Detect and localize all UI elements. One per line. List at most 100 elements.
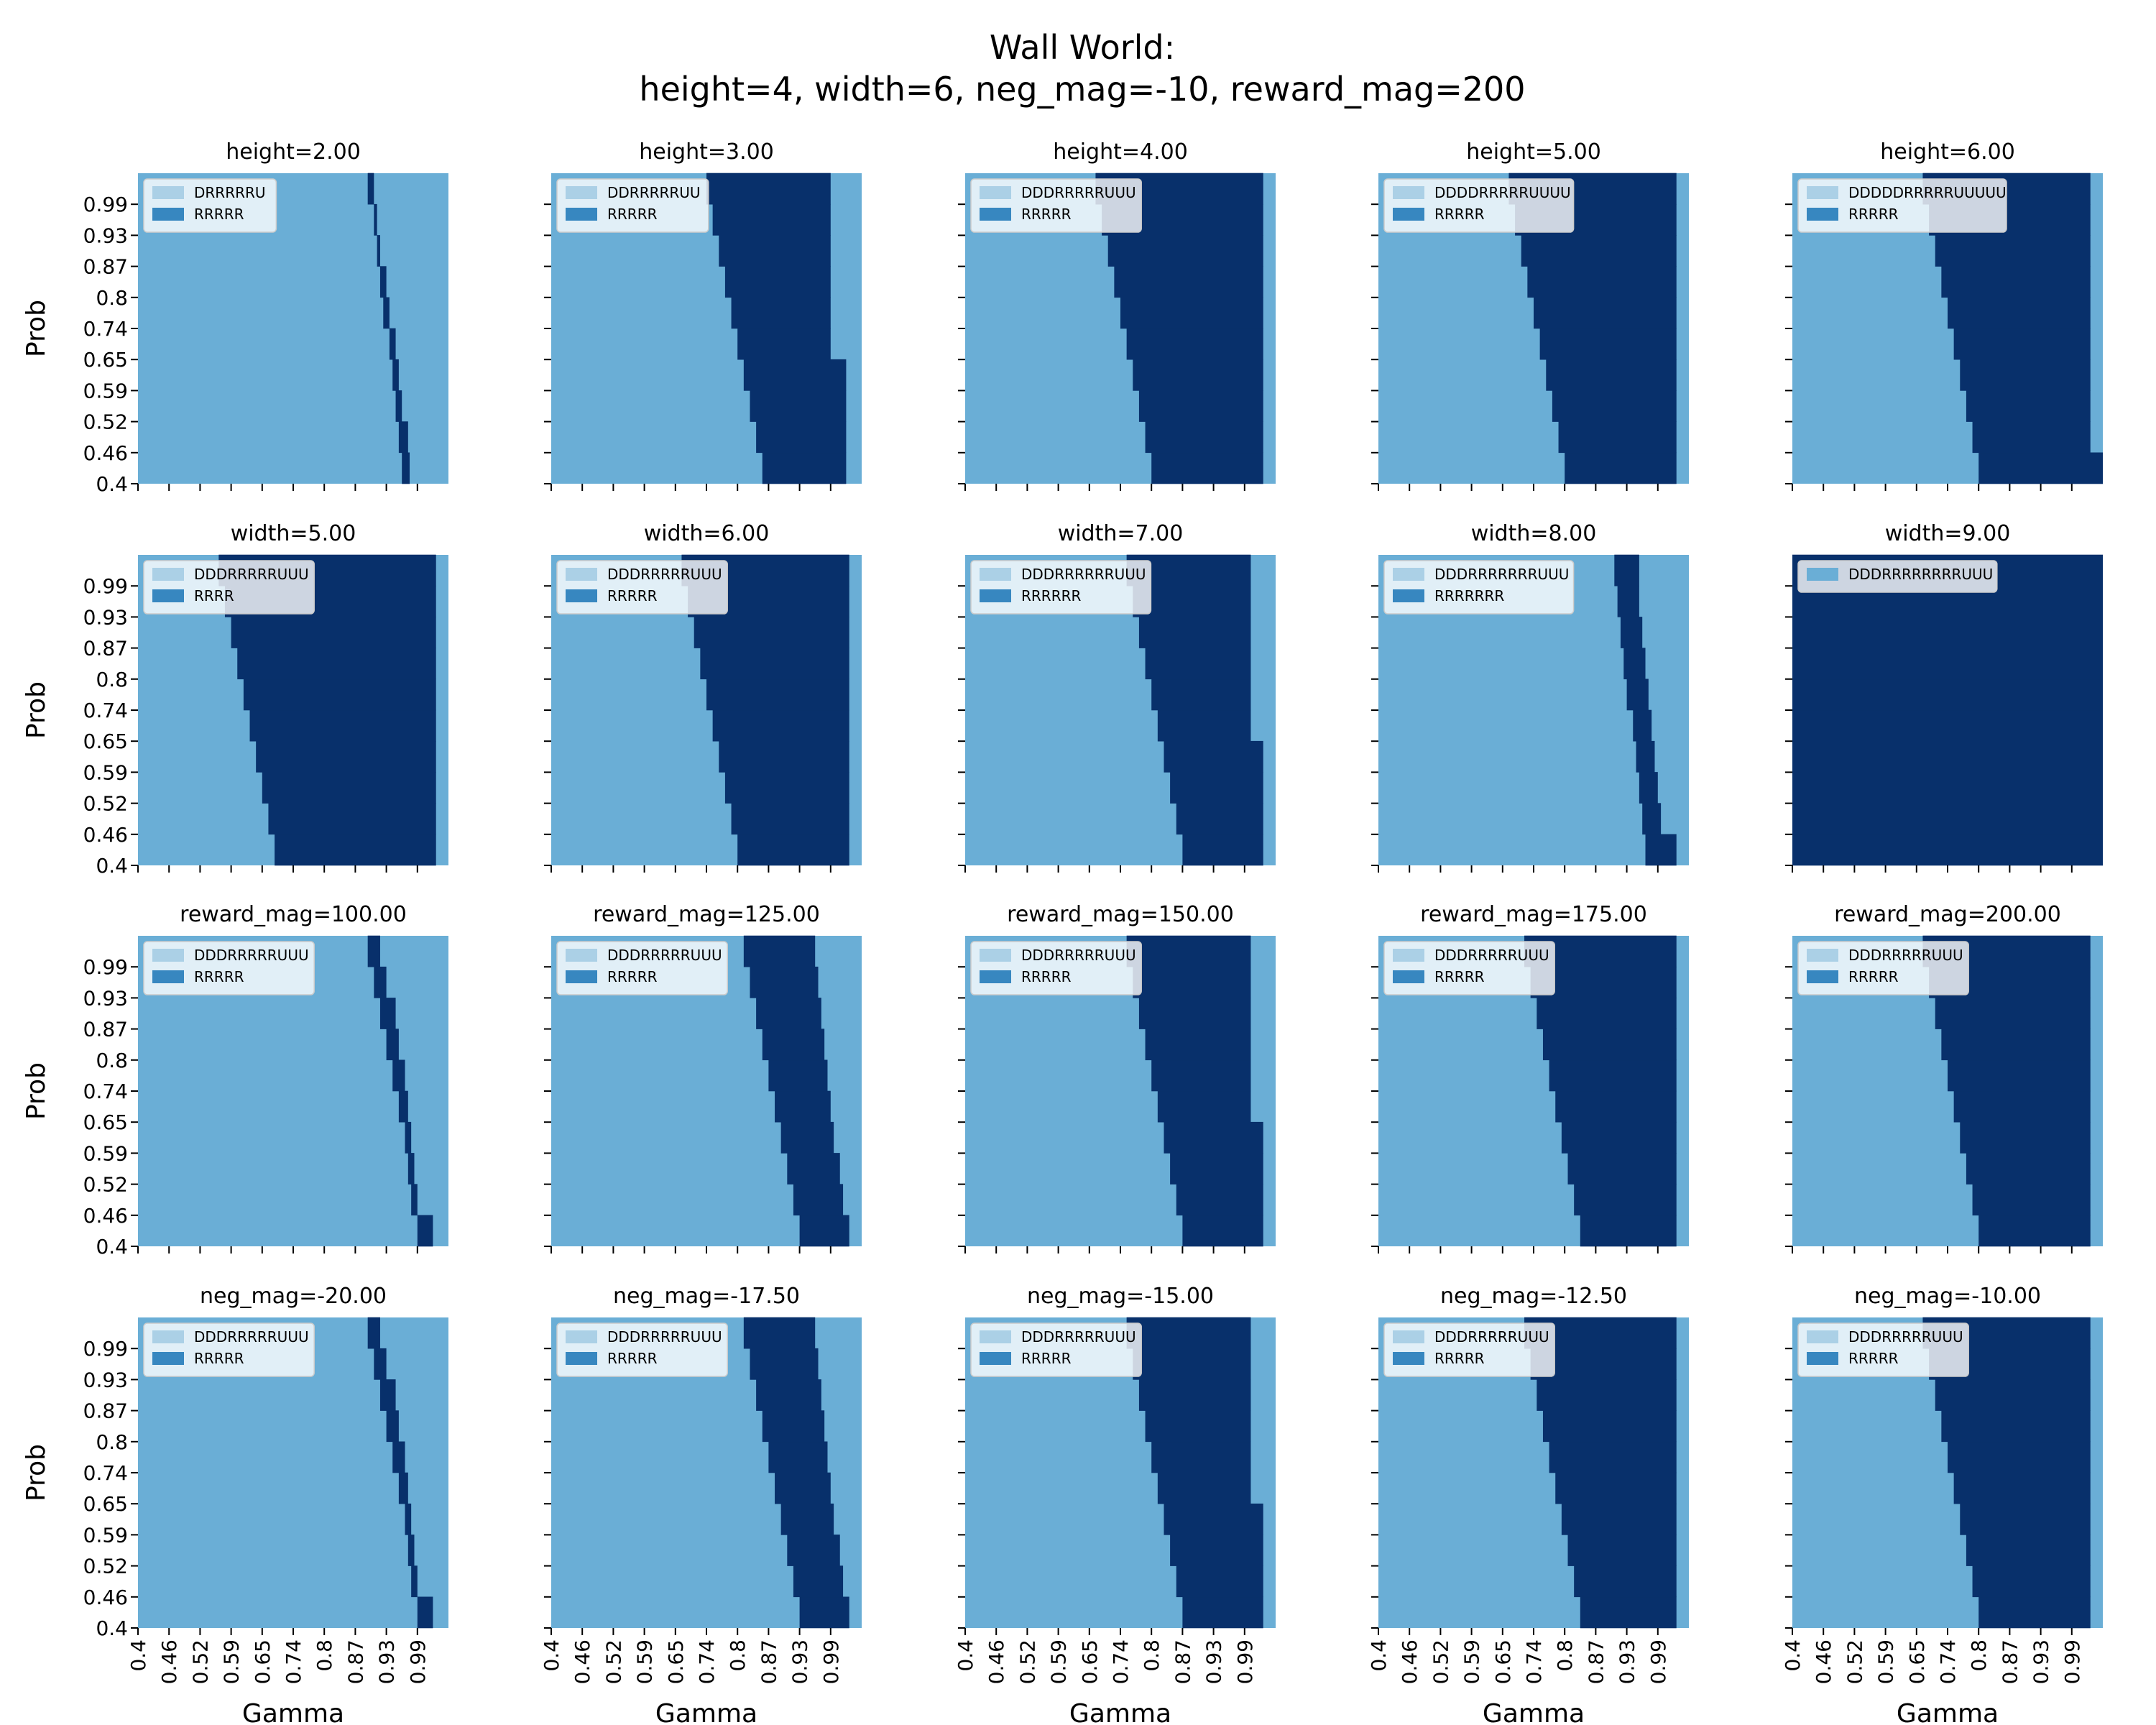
legend-swatch bbox=[152, 1330, 184, 1343]
heatmap-cell bbox=[756, 1379, 821, 1411]
panel-2: height=3.00 DDRRRRRUU RRRRR bbox=[544, 139, 862, 491]
y-tick-label: 0.87 bbox=[83, 637, 128, 661]
y-tick-label: 0.8 bbox=[96, 1430, 128, 1454]
heatmap-cell bbox=[1157, 1090, 1251, 1123]
x-tick-label: 0.59 bbox=[1874, 1639, 1898, 1684]
y-tick-label: 0.99 bbox=[83, 574, 128, 598]
heatmap-cell bbox=[724, 772, 849, 804]
heatmap-cell bbox=[743, 935, 816, 967]
x-tick-label: 0.99 bbox=[406, 1639, 430, 1684]
heatmap-cell bbox=[799, 1215, 849, 1247]
heatmap-cell bbox=[756, 421, 847, 454]
heatmap-cell bbox=[1107, 235, 1263, 267]
heatmap-cell bbox=[407, 1153, 415, 1184]
x-axis-label: Gamma bbox=[1483, 1699, 1585, 1725]
heatmap-cell bbox=[1126, 935, 1251, 967]
legend-label: DDDRRRRRUUU bbox=[607, 947, 722, 964]
panel-17: neg_mag=-17.50 0.4 0.46 0.52 0.59 0.65 0.74 0.8… bbox=[540, 1284, 862, 1725]
y-tick-label: 0.8 bbox=[96, 286, 128, 310]
heatmap-cell bbox=[379, 998, 396, 1029]
heatmap-cell bbox=[1157, 709, 1251, 742]
y-axis-label: Prob bbox=[22, 300, 51, 357]
y-tick-label: 0.59 bbox=[83, 379, 128, 402]
legend-swatch bbox=[152, 970, 184, 983]
legend-label: RRRRR bbox=[607, 968, 658, 985]
y-tick-label: 0.59 bbox=[83, 760, 128, 784]
legend-box bbox=[143, 560, 315, 615]
heatmap-cell bbox=[367, 935, 380, 967]
heatmap-cell bbox=[398, 421, 408, 454]
x-tick-label: 0.99 bbox=[2060, 1639, 2084, 1684]
heatmap-cell bbox=[1626, 678, 1649, 711]
heatmap-cell bbox=[775, 1472, 831, 1504]
heatmap-cell bbox=[775, 1090, 831, 1123]
panel-9: width=8.00 DDDRRRRRRRUUU RRRRRRR bbox=[1371, 521, 1689, 873]
legend-label: RRRRR bbox=[1848, 1350, 1899, 1367]
legend-swatch bbox=[1807, 568, 1838, 581]
heatmap-cell bbox=[1170, 1153, 1263, 1184]
legend-swatch bbox=[980, 589, 1011, 602]
heatmap-cell bbox=[417, 1215, 433, 1247]
legend-swatch bbox=[1393, 208, 1424, 221]
heatmap-cell bbox=[1792, 678, 2103, 711]
heatmap-cell bbox=[367, 1317, 380, 1349]
x-tick-label: 0.8 bbox=[726, 1639, 750, 1672]
heatmap-cell bbox=[1935, 1379, 2091, 1411]
y-tick-label: 0.4 bbox=[96, 1616, 128, 1640]
heatmap-cell bbox=[379, 1379, 396, 1411]
panel-title: neg_mag=-10.00 bbox=[1854, 1284, 2041, 1309]
x-axis-label: Gamma bbox=[655, 1699, 757, 1725]
x-tick-label: 0.4 bbox=[1367, 1639, 1391, 1672]
heatmap-cell bbox=[374, 966, 387, 998]
legend-swatch bbox=[566, 949, 597, 962]
heatmap-cell bbox=[1170, 1535, 1263, 1566]
heatmap-cell bbox=[1792, 617, 2103, 648]
legend-label: DDDRRRRRUUU bbox=[1848, 947, 1963, 964]
panel-8: width=7.00 DDDRRRRRRUUU RRRRRR bbox=[958, 521, 1276, 873]
heatmap-cell bbox=[1552, 390, 1677, 422]
legend-swatch bbox=[1393, 568, 1424, 581]
heatmap-cell bbox=[1620, 617, 1643, 648]
y-tick-label: 0.4 bbox=[96, 1235, 128, 1259]
legend-label: DDDRRRRRUUU bbox=[1021, 1328, 1136, 1346]
heatmap-cell bbox=[712, 203, 831, 236]
legend-box bbox=[556, 560, 728, 615]
y-tick-label: 0.74 bbox=[83, 1461, 128, 1485]
panel-title: neg_mag=-20.00 bbox=[200, 1284, 387, 1309]
legend-label: RRRRR bbox=[1434, 206, 1485, 223]
y-tick-label: 0.46 bbox=[83, 1586, 128, 1609]
legend-swatch bbox=[980, 1330, 1011, 1343]
x-tick-label: 0.74 bbox=[282, 1639, 305, 1684]
x-tick-label: 0.59 bbox=[633, 1639, 657, 1684]
heatmap-cell bbox=[1176, 1184, 1263, 1216]
legend-swatch bbox=[152, 568, 184, 581]
heatmap-cell bbox=[1537, 1379, 1677, 1411]
figure-title-line1: Wall World: bbox=[990, 28, 1175, 67]
heatmap-cell bbox=[787, 1153, 840, 1184]
heatmap-cell bbox=[1151, 452, 1263, 484]
legend-box bbox=[1797, 560, 1998, 593]
y-axis-label: Prob bbox=[22, 1062, 51, 1120]
legend-swatch bbox=[1807, 970, 1838, 983]
legend-swatch bbox=[152, 589, 184, 602]
heatmap-cell bbox=[750, 966, 819, 998]
x-tick-label: 0.99 bbox=[1233, 1639, 1257, 1684]
heatmap-cell bbox=[694, 617, 849, 648]
panel-title: neg_mag=-17.50 bbox=[613, 1284, 800, 1309]
y-tick-label: 0.87 bbox=[83, 255, 128, 279]
heatmap-cell bbox=[1546, 359, 1677, 391]
y-tick-label: 0.99 bbox=[83, 955, 128, 979]
legend-label: RRRRR bbox=[607, 587, 658, 604]
heatmap-cell bbox=[405, 1121, 412, 1154]
panel-7: width=6.00 DDDRRRRRUUU RRRRR bbox=[544, 521, 862, 873]
x-tick-label: 0.4 bbox=[126, 1639, 150, 1672]
y-tick-label: 0.65 bbox=[83, 1492, 128, 1516]
heatmap-cell bbox=[1567, 1153, 1677, 1184]
legend-swatch bbox=[980, 949, 1011, 962]
panel-title: height=3.00 bbox=[639, 139, 774, 165]
heatmap-cell bbox=[1574, 1184, 1677, 1216]
heatmap-cell bbox=[1972, 421, 2091, 454]
heatmap-cell bbox=[787, 1535, 840, 1566]
legend-label: RRRRR bbox=[1021, 1350, 1072, 1367]
